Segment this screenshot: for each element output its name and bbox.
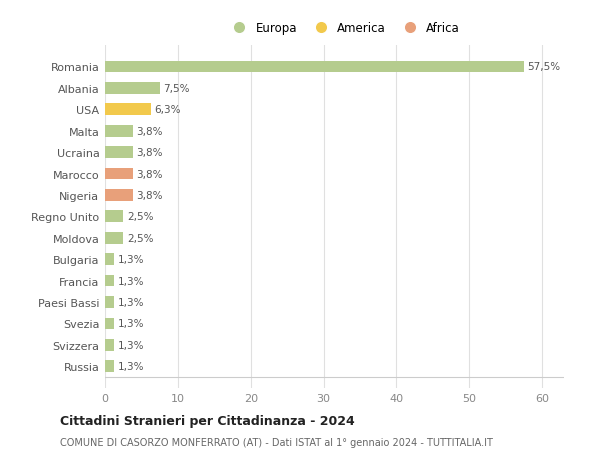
Bar: [105, 361, 115, 372]
Bar: [105, 83, 160, 95]
Text: 6,3%: 6,3%: [155, 105, 181, 115]
Text: 2,5%: 2,5%: [127, 212, 154, 222]
Bar: [105, 275, 115, 287]
Bar: [105, 104, 151, 116]
Text: COMUNE DI CASORZO MONFERRATO (AT) - Dati ISTAT al 1° gennaio 2024 - TUTTITALIA.I: COMUNE DI CASORZO MONFERRATO (AT) - Dati…: [60, 437, 493, 447]
Bar: [105, 339, 115, 351]
Text: Cittadini Stranieri per Cittadinanza - 2024: Cittadini Stranieri per Cittadinanza - 2…: [60, 414, 355, 428]
Text: 1,3%: 1,3%: [118, 255, 145, 264]
Text: 1,3%: 1,3%: [118, 297, 145, 308]
Bar: [105, 126, 133, 137]
Text: 1,3%: 1,3%: [118, 319, 145, 329]
Text: 3,8%: 3,8%: [136, 126, 163, 136]
Bar: [105, 318, 115, 330]
Text: 1,3%: 1,3%: [118, 276, 145, 286]
Bar: [105, 232, 123, 244]
Text: 7,5%: 7,5%: [163, 84, 190, 94]
Bar: [105, 211, 123, 223]
Bar: [105, 254, 115, 265]
Bar: [105, 190, 133, 202]
Text: 3,8%: 3,8%: [136, 169, 163, 179]
Bar: [105, 147, 133, 159]
Bar: [105, 62, 524, 73]
Text: 3,8%: 3,8%: [136, 148, 163, 158]
Legend: Europa, America, Africa: Europa, America, Africa: [223, 17, 465, 40]
Text: 3,8%: 3,8%: [136, 190, 163, 201]
Text: 1,3%: 1,3%: [118, 340, 145, 350]
Bar: [105, 297, 115, 308]
Text: 2,5%: 2,5%: [127, 233, 154, 243]
Bar: [105, 168, 133, 180]
Text: 1,3%: 1,3%: [118, 361, 145, 371]
Text: 57,5%: 57,5%: [527, 62, 560, 73]
